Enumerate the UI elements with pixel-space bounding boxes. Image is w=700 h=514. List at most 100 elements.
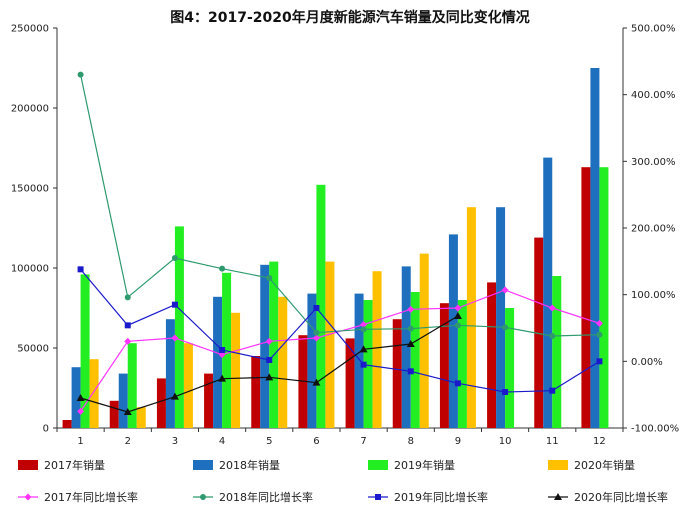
chart-title: 图4：2017-2020年月度新能源汽车销量及同比变化情况 [170, 9, 529, 26]
bar [80, 274, 90, 428]
bar [363, 300, 373, 428]
right-tick-label: 400.00% [631, 90, 676, 101]
line-point [265, 373, 274, 381]
line-point [124, 322, 131, 329]
bar [307, 293, 317, 428]
line-point [76, 394, 85, 401]
right-tick-label: 0.00% [631, 357, 663, 368]
bar [269, 261, 279, 428]
legend-label: 2017年销量 [44, 458, 105, 472]
bar [118, 373, 128, 428]
bar [505, 308, 515, 428]
x-tick-label: 6 [313, 436, 319, 447]
legend-swatch [18, 460, 38, 470]
x-tick-label: 5 [266, 436, 272, 447]
right-tick-label: 500.00% [631, 24, 676, 35]
bar [439, 303, 449, 428]
bar [392, 319, 402, 428]
legend-label: 2020年销量 [574, 458, 635, 472]
x-axis: 1 2 3 4 5 6 7 8 9 10 11 12 [56, 427, 624, 447]
line-point [454, 380, 461, 387]
bar [127, 343, 137, 428]
bar [325, 261, 335, 428]
line-point [359, 345, 368, 353]
x-tick-label: 9 [455, 436, 461, 447]
series-line [79, 74, 600, 337]
line-point [502, 389, 509, 395]
line-point [24, 493, 32, 501]
legend-swatch [193, 460, 213, 470]
bar [552, 276, 562, 428]
line-point [77, 71, 84, 78]
bar [410, 292, 420, 428]
bar [183, 343, 193, 428]
legend-label: 2017年同比增长率 [44, 490, 138, 504]
line-point [360, 361, 367, 368]
bar [419, 253, 429, 428]
line-point [554, 493, 562, 500]
line-point [360, 326, 367, 333]
bar [581, 167, 591, 428]
bar [316, 184, 326, 428]
line-point [549, 333, 556, 339]
line-layer [76, 71, 603, 415]
line-point [360, 321, 368, 329]
bar [204, 373, 214, 428]
line-point [454, 322, 461, 329]
bar [496, 207, 506, 428]
left-tick-label: 150000 [11, 184, 49, 195]
right-axis: -100.00% 0.00% 100.00% 200.00% 300.00% 400.00… [622, 24, 679, 435]
bar [71, 367, 81, 428]
line-point [77, 407, 85, 415]
line-point [375, 494, 381, 500]
bar [448, 234, 458, 428]
line-point [312, 334, 320, 342]
x-tick-label: 3 [172, 436, 178, 447]
bar [590, 68, 600, 428]
legend: 2017年销量 2018年销量 2019年销量 2020年销量 2017年同比增长率 20… [18, 458, 668, 504]
left-tick-label: 250000 [11, 24, 49, 35]
left-tick-label: 0 [43, 424, 49, 435]
line-point [548, 304, 556, 312]
line-point [596, 331, 603, 338]
x-tick-label: 7 [360, 436, 366, 447]
bar [534, 237, 544, 428]
line-point [501, 286, 509, 294]
legend-label: 2018年销量 [219, 458, 280, 472]
bar [401, 266, 411, 428]
x-tick-label: 11 [546, 436, 559, 447]
x-tick-label: 10 [499, 436, 512, 447]
line-point [406, 340, 415, 347]
bar [260, 264, 270, 428]
bar [251, 356, 261, 428]
bar [109, 400, 119, 428]
line-point [407, 325, 414, 332]
x-tick-label: 4 [219, 436, 225, 447]
line-point [595, 319, 603, 327]
bar [457, 300, 467, 428]
right-tick-label: 300.00% [631, 157, 676, 168]
line-point [454, 304, 462, 312]
bar-layer [62, 68, 609, 428]
x-tick-label: 2 [125, 436, 131, 447]
legend-label: 2018年同比增长率 [219, 490, 313, 504]
line-point [596, 358, 603, 365]
bar [354, 293, 364, 428]
bar [89, 359, 99, 428]
line-point [170, 392, 179, 400]
series-line [80, 268, 600, 393]
line-point [502, 324, 509, 331]
legend-label: 2019年销量 [394, 458, 455, 472]
bar [278, 296, 288, 428]
line-point [200, 494, 206, 500]
line-point [407, 305, 415, 313]
line-point [124, 294, 131, 301]
legend-swatch [368, 460, 388, 470]
bar [156, 378, 166, 428]
legend-swatch [548, 460, 568, 470]
bar [136, 407, 146, 428]
line-point [124, 337, 132, 345]
line-point [313, 329, 320, 336]
